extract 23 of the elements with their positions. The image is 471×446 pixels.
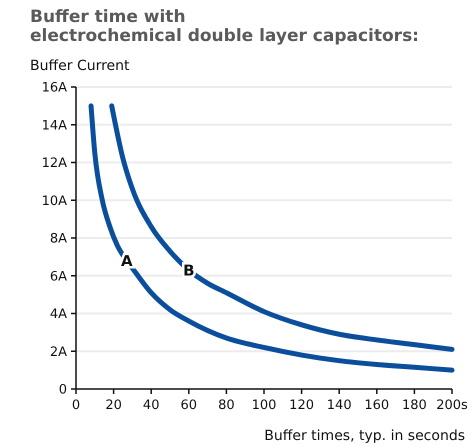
- y-tick-label: 10A: [42, 194, 68, 209]
- x-tick-label: 40: [142, 398, 160, 413]
- chart-title: Buffer time with electrochemical double layer capacitors:: [30, 7, 419, 46]
- x-tick-label: 160: [364, 398, 390, 413]
- y-tick-label: 6A: [50, 269, 68, 284]
- y-tick-label: 12A: [42, 156, 68, 172]
- x-tick-label: 0: [72, 398, 80, 413]
- x-tick-label: 20: [105, 398, 122, 413]
- y-tick-label: 4A: [50, 307, 68, 322]
- x-tick-label: 200s: [436, 398, 468, 413]
- x-tick-label: 140: [326, 398, 352, 413]
- y-tick-label: 14A: [42, 118, 68, 134]
- x-axis-title: Buffer times, typ. in seconds: [264, 428, 465, 444]
- y-axis-title: Buffer Current: [30, 58, 130, 74]
- x-tick-label: 80: [218, 398, 235, 413]
- x-tick-label: 100: [252, 398, 276, 413]
- x-tick-label: 60: [180, 398, 198, 413]
- x-tick-label: 120: [289, 398, 314, 413]
- y-tick-label: 0: [58, 382, 67, 398]
- x-tick-label: 180: [402, 398, 427, 413]
- y-tick-label: 16A: [42, 80, 68, 96]
- y-tick-label: 8A: [50, 232, 68, 247]
- y-tick-label: 2A: [50, 344, 68, 360]
